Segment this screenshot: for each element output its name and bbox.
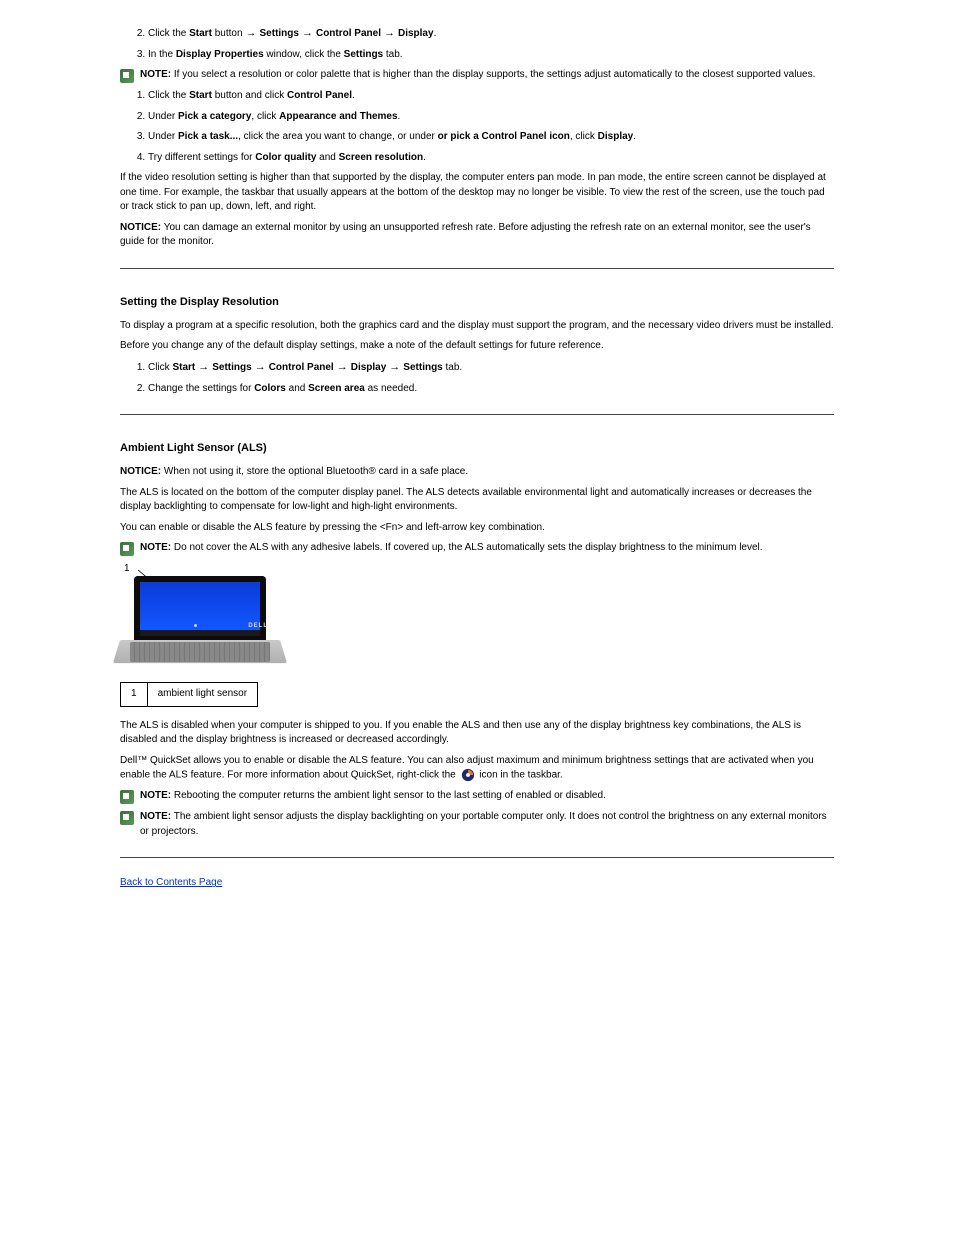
note-icon: [120, 790, 134, 804]
als-description: The ALS is located on the bottom of the …: [120, 486, 834, 515]
dell-logo: DELL: [248, 622, 268, 631]
display-properties-steps: Click the Start button→Settings→Control …: [120, 26, 834, 250]
arrow-icon: →: [386, 361, 403, 373]
section-display-resolution: Setting the Display Resolution To displa…: [120, 295, 834, 396]
divider: [120, 857, 834, 858]
laptop-keyboard: [130, 642, 270, 662]
pan-mode-paragraph: If the video resolution setting is highe…: [120, 171, 834, 215]
als-toggle-keys: You can enable or disable the ALS featur…: [120, 521, 834, 536]
note-icon: [120, 69, 134, 83]
note-als-external: NOTE: The ambient light sensor adjusts t…: [120, 810, 834, 839]
callout-legend-table: 1 ambient light sensor: [120, 682, 258, 707]
table-row: 1 ambient light sensor: [121, 683, 258, 707]
heading-als: Ambient Light Sensor (ALS): [120, 441, 834, 457]
heading-display-resolution: Setting the Display Resolution: [120, 295, 834, 311]
divider: [120, 268, 834, 269]
note-icon: [120, 542, 134, 556]
resolution-step-1: Click Start→Settings→Control Panel→Displ…: [148, 360, 834, 376]
back-to-contents-link[interactable]: Back to Contents Page: [120, 877, 222, 888]
step-2: Click the Start button→Settings→Control …: [148, 26, 834, 42]
laptop-screen: [140, 582, 260, 630]
step-pick-task: Under Pick a task..., click the area you…: [148, 130, 834, 145]
arrow-icon: →: [381, 27, 398, 39]
callout-number: 1: [124, 562, 130, 577]
arrow-icon: →: [252, 361, 269, 373]
quickset-icon: [461, 768, 475, 782]
als-notice: NOTICE: When not using it, store the opt…: [120, 465, 834, 480]
arrow-icon: →: [334, 361, 351, 373]
note-als-reboot: NOTE: Rebooting the computer returns the…: [120, 789, 834, 804]
step-3: In the Display Properties window, click …: [148, 48, 834, 63]
arrow-icon: →: [243, 27, 260, 39]
notice-refresh-rate: NOTICE: You can damage an external monit…: [120, 221, 834, 250]
note-resolution-autoadjust: NOTE: If you select a resolution or colo…: [120, 68, 834, 83]
legend-number: 1: [121, 683, 148, 707]
resolution-step-2: Change the settings for Colors and Scree…: [148, 382, 834, 397]
divider: [120, 414, 834, 415]
step-try-settings: Try different settings for Color quality…: [148, 151, 834, 166]
arrow-icon: →: [195, 361, 212, 373]
laptop-illustration: 1 DELL: [120, 562, 280, 670]
section-als: Ambient Light Sensor (ALS) NOTICE: When …: [120, 441, 834, 839]
step-pick-category: Under Pick a category, click Appearance …: [148, 110, 834, 125]
resolution-intro: To display a program at a specific resol…: [120, 319, 834, 334]
resolution-warning: Before you change any of the default dis…: [120, 339, 834, 354]
note-als-cover: NOTE: Do not cover the ALS with any adhe…: [120, 541, 834, 556]
als-quickset: Dell™ QuickSet allows you to enable or d…: [120, 754, 834, 784]
als-disabled-shipping: The ALS is disabled when your computer i…: [120, 719, 834, 748]
step-start-controlpanel: Click the Start button and click Control…: [148, 89, 834, 104]
arrow-icon: →: [299, 27, 316, 39]
note-icon: [120, 811, 134, 825]
legend-label: ambient light sensor: [147, 683, 258, 707]
